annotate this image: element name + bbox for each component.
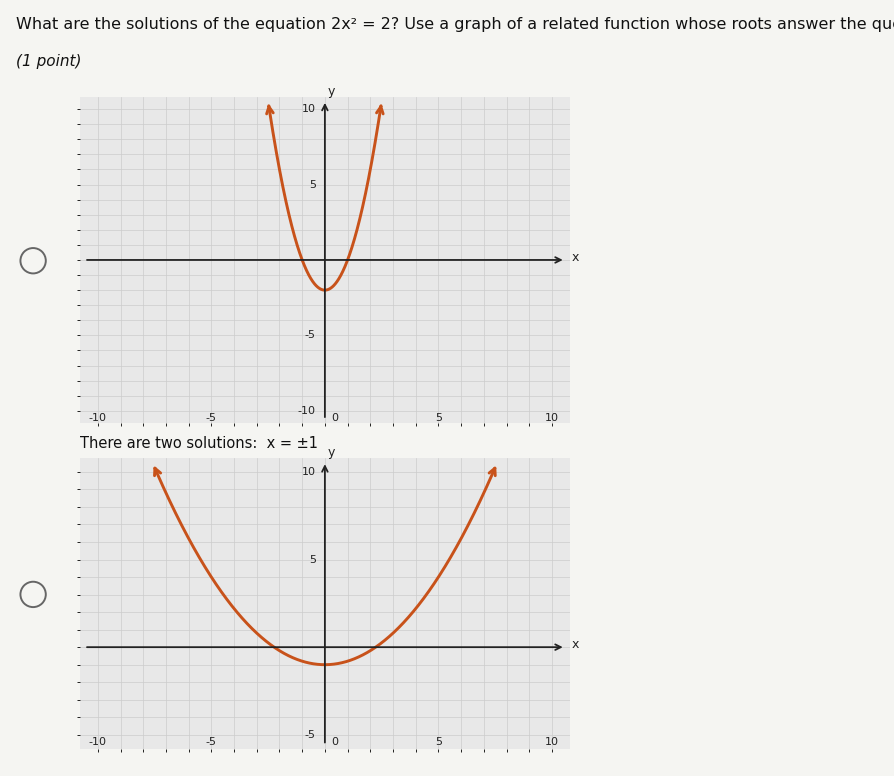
Text: 10: 10 — [544, 413, 559, 423]
Text: -5: -5 — [305, 331, 316, 341]
Text: What are the solutions of the equation 2x² = 2? Use a graph of a related functio: What are the solutions of the equation 2… — [16, 17, 894, 32]
Text: y: y — [327, 85, 335, 98]
Text: 10: 10 — [301, 104, 316, 114]
Text: -10: -10 — [298, 406, 316, 416]
Text: 5: 5 — [434, 737, 442, 747]
Text: x: x — [570, 251, 578, 264]
Text: -5: -5 — [305, 729, 316, 740]
Text: -5: -5 — [206, 737, 216, 747]
Text: -5: -5 — [206, 413, 216, 423]
Text: -10: -10 — [89, 737, 106, 747]
Text: x: x — [570, 638, 578, 651]
Text: y: y — [327, 445, 335, 459]
Text: 5: 5 — [308, 179, 316, 189]
Text: 10: 10 — [544, 737, 559, 747]
Text: There are two solutions:  x = ±1: There are two solutions: x = ±1 — [80, 436, 317, 451]
Text: 0: 0 — [332, 413, 338, 423]
Text: 5: 5 — [434, 413, 442, 423]
Text: -10: -10 — [89, 413, 106, 423]
Text: 10: 10 — [301, 467, 316, 477]
Text: 0: 0 — [332, 737, 338, 747]
Text: (1 point): (1 point) — [16, 54, 81, 69]
Text: 5: 5 — [308, 555, 316, 564]
